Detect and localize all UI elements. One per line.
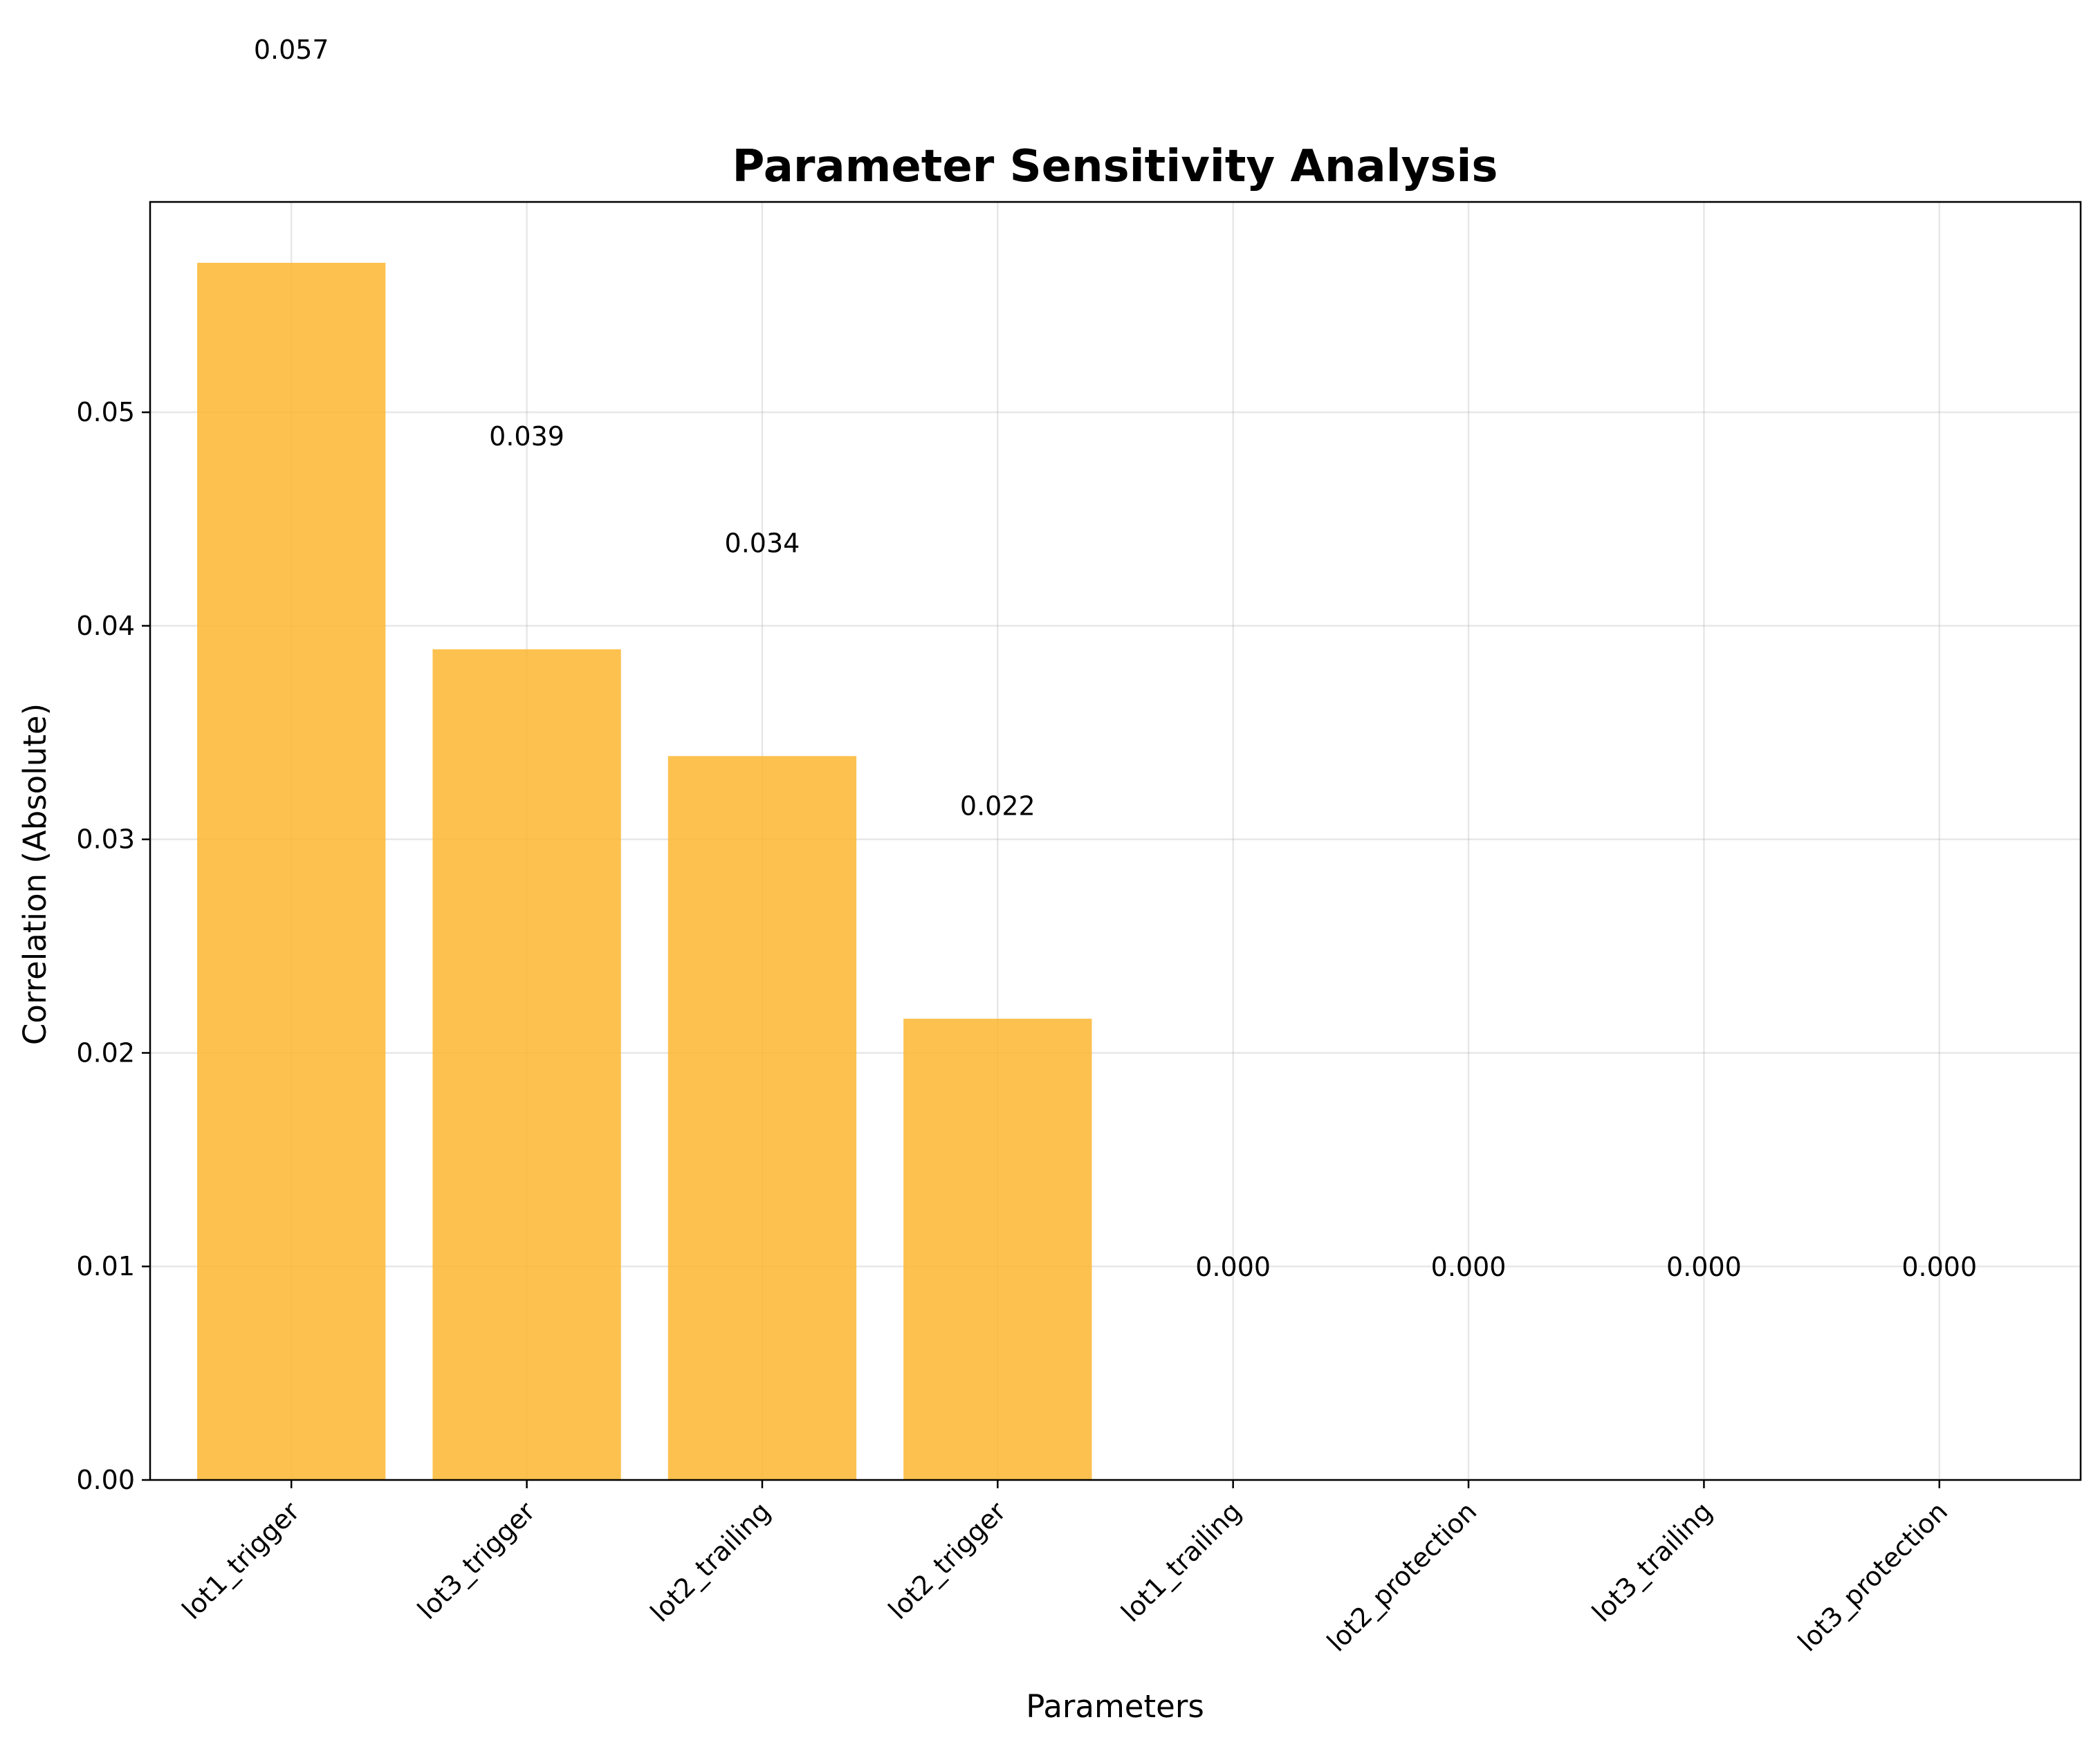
- bar-value-label: 0.057: [254, 35, 329, 65]
- y-tick-label: 0.03: [76, 824, 135, 855]
- y-tick-label: 0.02: [76, 1037, 135, 1068]
- x-axis-ticks: lot1_trigger lot3_trigger lot2_trailing lot…: [176, 1480, 1953, 1658]
- grid-layer: [150, 202, 2081, 1481]
- bar-value-label: 0.034: [725, 528, 800, 558]
- y-axis-ticks: 0.00 0.01 0.02 0.03 0.04 0.05: [76, 397, 150, 1495]
- x-tick-label: lot3_trigger: [412, 1496, 541, 1625]
- bar-value-label: 0.000: [1431, 1252, 1507, 1282]
- bar-value-label: 0.039: [489, 421, 564, 452]
- x-tick-label: lot2_trigger: [883, 1496, 1012, 1625]
- y-tick-label: 0.01: [76, 1251, 135, 1281]
- x-tick-label: lot3_protection: [1792, 1496, 1953, 1657]
- x-tick-label: lot1_trigger: [176, 1496, 306, 1625]
- bar-value-label: 0.000: [1901, 1252, 1977, 1282]
- bar-lot3_trigger: [432, 649, 621, 1480]
- chart-title: Parameter Sensitivity Analysis: [733, 141, 1498, 192]
- plot-frame: [149, 201, 2082, 1481]
- bar-lot2_trigger: [903, 1019, 1092, 1480]
- x-tick-label: lot2_protection: [1321, 1496, 1482, 1657]
- y-tick-label: 0.05: [76, 397, 135, 427]
- bar-lot1_trigger: [197, 263, 386, 1480]
- bar-layer: [197, 263, 1092, 1480]
- y-tick-label: 0.00: [76, 1465, 135, 1495]
- frame-layer: [149, 201, 2082, 1481]
- bar-value-label: 0.000: [1195, 1252, 1271, 1282]
- x-axis-label: Parameters: [1026, 1688, 1204, 1725]
- bar-value-label: 0.000: [1666, 1252, 1742, 1282]
- y-axis-label: Correlation (Absolute): [17, 703, 53, 1045]
- bar-value-label: 0.022: [960, 790, 1035, 821]
- bar-value-labels: 0.057 0.039 0.034 0.022 0.000 0.000 0.000 0.000: [254, 35, 1977, 1282]
- x-tick-label: lot3_trailing: [1586, 1496, 1718, 1628]
- bar-lot2_trailing: [667, 756, 857, 1480]
- x-tick-label: lot2_trailing: [645, 1496, 777, 1628]
- y-tick-label: 0.04: [76, 611, 135, 641]
- x-tick-label: lot1_trailing: [1115, 1496, 1247, 1628]
